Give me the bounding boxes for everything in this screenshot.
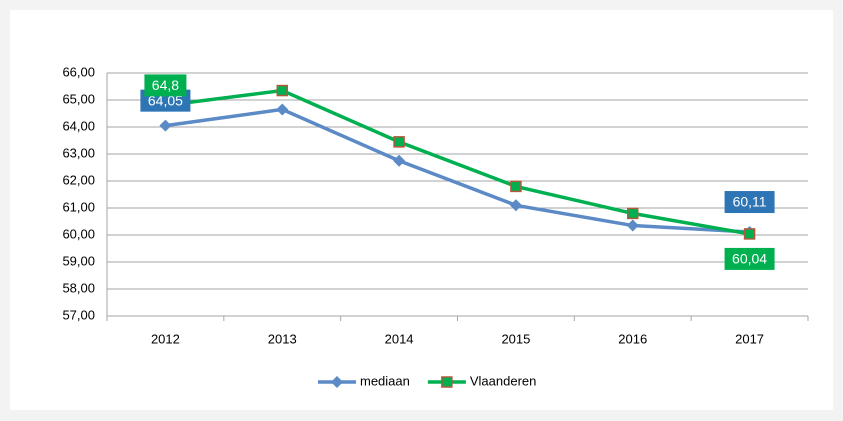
data-label: 60,11 (733, 194, 767, 210)
data-label-box (724, 191, 775, 214)
chart-area (10, 10, 833, 410)
data-label-box (724, 247, 775, 270)
y-tick-label: 64,00 (62, 118, 95, 133)
y-tick-label: 60,00 (62, 226, 95, 241)
marker (510, 180, 522, 193)
marker (393, 136, 405, 148)
series-line (165, 107, 750, 234)
y-tick-label: 62,00 (62, 172, 95, 187)
y-tick-label: 59,00 (62, 253, 95, 268)
y-tick-label: 57,00 (62, 307, 95, 322)
marker (743, 228, 756, 240)
marker (626, 219, 639, 232)
marker (276, 103, 289, 116)
x-tick-label: 2016 (618, 331, 647, 346)
y-tick-label: 58,00 (62, 280, 95, 295)
x-tick-label: 2017 (735, 331, 764, 346)
marker (441, 376, 453, 388)
marker (509, 199, 522, 212)
marker (159, 119, 172, 132)
series-line (165, 88, 750, 236)
data-label: 64,8 (152, 77, 179, 93)
marker (331, 376, 343, 388)
x-tick-label: 2014 (385, 331, 414, 346)
y-tick-label: 65,00 (62, 91, 95, 106)
marker (276, 84, 288, 97)
x-tick-label: 2012 (151, 331, 180, 346)
legend-label: mediaan (360, 373, 410, 388)
x-tick-label: 2013 (268, 331, 297, 346)
data-label-box (144, 74, 187, 97)
x-tick-label: 2015 (501, 331, 530, 346)
y-tick-label: 66,00 (62, 64, 95, 79)
data-label: 60,04 (732, 251, 767, 267)
marker (393, 154, 406, 167)
y-tick-label: 63,00 (62, 145, 95, 160)
y-tick-label: 61,00 (62, 199, 95, 214)
legend-label: Vlaanderen (470, 373, 537, 388)
marker (627, 207, 639, 220)
